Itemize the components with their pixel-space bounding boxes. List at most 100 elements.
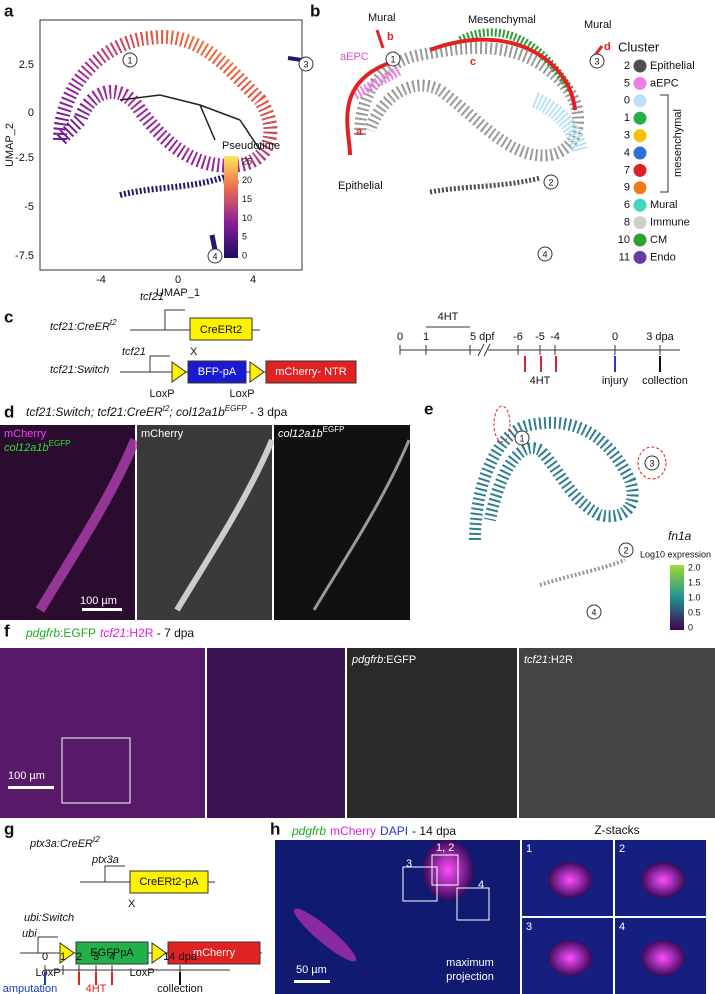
cluster-marker-label: 3 — [303, 59, 308, 69]
panel-d: d tcf21:Switch; tcf21:CreERt2; col12a1bE… — [0, 402, 411, 620]
event-label: 4HT — [86, 983, 107, 994]
panel-label: d — [4, 402, 14, 421]
timeline-tick: -4 — [550, 331, 560, 343]
roi-label: 1, 2 — [436, 842, 454, 854]
cluster-marker — [298, 56, 314, 72]
note: maximum — [446, 957, 494, 969]
umap-cells — [287, 56, 303, 62]
micrograph-detail — [174, 438, 275, 612]
legend-swatch — [633, 216, 647, 230]
legend-swatch — [633, 129, 647, 143]
panel-label: c — [4, 307, 13, 326]
panel-label: b — [310, 1, 320, 20]
timeline-tick: 0 — [612, 331, 618, 343]
cluster-marker-label: 3 — [594, 56, 599, 66]
umap-cells — [531, 92, 588, 153]
zstack-label: 2 — [619, 843, 625, 855]
trajectory — [119, 94, 261, 151]
cluster-marker — [586, 604, 602, 620]
annotation: Mesenchymal — [468, 14, 536, 26]
cluster-markers: 1 3 2 4 — [385, 51, 605, 262]
timeline-label: 4HT — [438, 311, 459, 323]
legend-swatch — [633, 59, 647, 73]
trajectory-arrow — [345, 58, 399, 156]
micrograph — [207, 648, 345, 818]
x-tick-label: -4 — [96, 274, 106, 286]
trajectory-arrow — [429, 37, 577, 111]
channel-label: col12a1bEGFP — [4, 439, 70, 454]
y-tick-label: -7.5 — [15, 250, 34, 262]
panel-b: b Mural Mesenchymal Mural aEPC Epithelia… — [310, 1, 695, 264]
legend-name: Endo — [650, 251, 676, 263]
legend-swatch — [633, 163, 647, 177]
x-axis-label: UMAP_1 — [156, 287, 200, 299]
promoter: ubi — [22, 928, 37, 940]
colorbar-tick: 10 — [242, 213, 252, 223]
zstack-label: 3 — [526, 921, 532, 933]
micrograph — [275, 840, 520, 994]
cluster-marker — [537, 246, 553, 262]
legend-id: 3 — [624, 130, 630, 142]
micrograph — [0, 425, 135, 620]
cluster-marker-label: 1 — [390, 54, 395, 64]
zstack-cell — [548, 940, 592, 976]
panel-label: e — [424, 399, 433, 418]
legend-swatch — [633, 250, 647, 264]
event-label: collection — [642, 375, 688, 387]
umap-cells — [458, 28, 574, 93]
construct-name: tcf21:Switch — [50, 364, 109, 376]
annotation: Mural — [368, 12, 396, 24]
timeline-tick: 4 — [109, 951, 115, 963]
legend-title: Cluster — [618, 39, 660, 54]
panel-c: c tcf21:CreERt2 tcf21 CreERt2 X tcf21:Sw… — [4, 291, 688, 400]
promoter: ptx3a — [91, 854, 119, 866]
bracket-label: mesenchymal — [672, 109, 684, 177]
legend-name: Mural — [650, 199, 678, 211]
cluster-marker — [122, 52, 138, 68]
panel-label: h — [270, 819, 280, 838]
legend-title: Log10 expression — [640, 549, 711, 559]
legend-swatch — [633, 111, 647, 125]
arrow-label: a — [356, 126, 363, 138]
panel-label: g — [4, 819, 14, 838]
x-tick-label: 0 — [175, 274, 181, 286]
promoter: tcf21 — [140, 291, 164, 303]
cassette — [189, 317, 253, 341]
legend-id: 10 — [618, 234, 630, 246]
timeline-tick: 1 — [60, 951, 66, 963]
loxp — [151, 942, 167, 964]
cluster-marker — [207, 248, 223, 264]
cluster-markers: 1 3 2 4 — [514, 430, 660, 620]
timeline-tick: 1 — [423, 331, 429, 343]
cassette-label: EGFPpA — [90, 947, 134, 959]
roi-box — [431, 854, 459, 886]
legend-id: 5 — [624, 77, 630, 89]
legend-id: 8 — [624, 217, 630, 229]
cassette-label: mCherry- NTR — [275, 366, 347, 378]
cassette — [129, 870, 209, 894]
colorbar-tick: 1.0 — [688, 592, 701, 602]
scale-label: 50 µm — [296, 964, 327, 976]
y-tick-label: 0 — [28, 107, 34, 119]
plot-frame — [39, 19, 303, 271]
event-label: 4HT — [530, 375, 551, 387]
panel-f: f pdgfrb:EGFP tcf21:H2R - 7 dpa pdgfrb:EG… — [0, 621, 715, 818]
legend-name: Immune — [650, 217, 690, 229]
scale-bar — [82, 608, 122, 611]
umap-cells — [352, 65, 403, 100]
expression-cells — [469, 416, 639, 541]
cassette — [75, 941, 149, 965]
legend-swatch — [633, 233, 647, 247]
timeline-tick: -6 — [513, 331, 523, 343]
scale-bar — [8, 786, 54, 789]
event-label: amputation — [3, 983, 57, 994]
colorbar — [670, 565, 684, 630]
zstack-cell — [641, 940, 685, 976]
construct-name: ptx3a:CreERt2 — [29, 835, 100, 850]
arrow-label: d — [604, 41, 611, 53]
colorbar-tick: 0 — [242, 250, 247, 260]
micrograph — [347, 648, 517, 818]
title-part: pdgfrb — [291, 824, 326, 838]
gene-label: fn1a — [668, 529, 692, 543]
